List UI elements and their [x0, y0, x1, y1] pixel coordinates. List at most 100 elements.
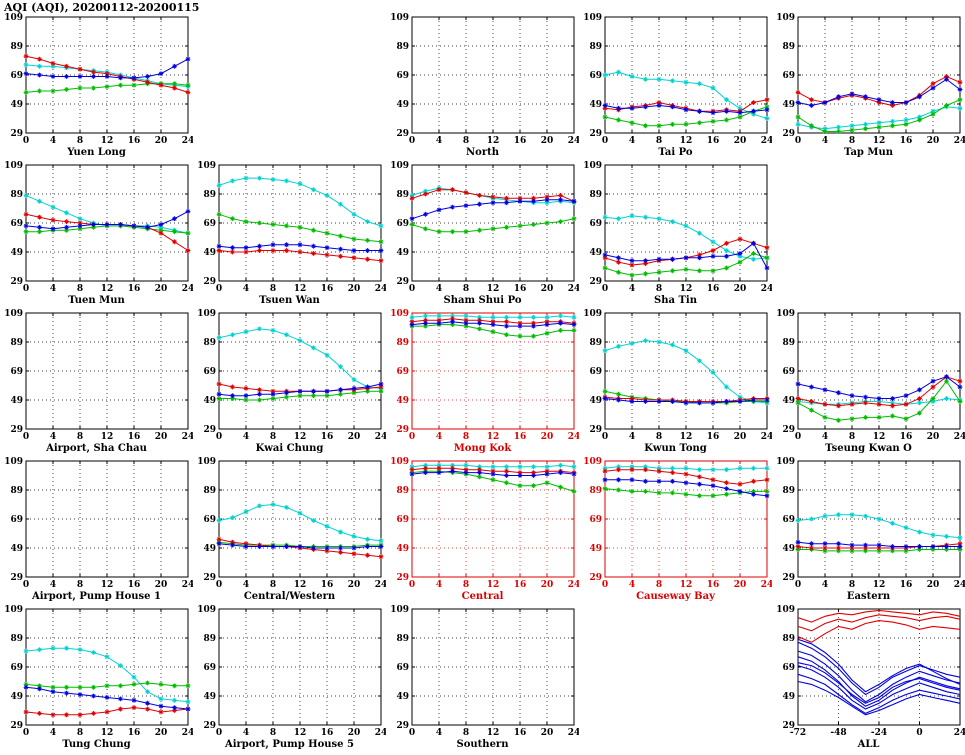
plot-title-tung-chung: Tung Chung [62, 739, 131, 750]
svg-text:16: 16 [900, 432, 913, 442]
plot-title-central-western: Central/Western [243, 591, 336, 602]
svg-text:69: 69 [396, 71, 409, 81]
svg-text:29: 29 [396, 277, 409, 287]
svg-text:24: 24 [375, 432, 386, 442]
plot-canvas-sha-tin: 0 4 8 12 16 20 24 29 49 69 89 109 [583, 161, 772, 294]
svg-text:12: 12 [873, 136, 886, 146]
svg-text:29: 29 [589, 277, 602, 287]
svg-text:49: 49 [589, 100, 602, 110]
svg-text:49: 49 [396, 100, 409, 110]
svg-text:4: 4 [436, 432, 442, 442]
svg-text:24: 24 [568, 580, 579, 590]
svg-text:89: 89 [10, 486, 23, 496]
svg-text:16: 16 [128, 432, 141, 442]
svg-text:12: 12 [101, 728, 114, 738]
page-title: AQI (AQI), 20200112-20200115 [4, 1, 200, 14]
svg-text:109: 109 [776, 13, 795, 23]
svg-text:4: 4 [822, 432, 828, 442]
svg-text:8: 8 [270, 580, 276, 590]
svg-text:49: 49 [203, 692, 216, 702]
svg-text:89: 89 [396, 634, 409, 644]
plot-title-eastern: Eastern [846, 591, 891, 602]
svg-text:16: 16 [321, 580, 334, 590]
svg-text:12: 12 [680, 580, 693, 590]
svg-text:16: 16 [707, 580, 720, 590]
svg-text:20: 20 [734, 432, 747, 442]
plot-canvas-tung-chung: 0 4 8 12 16 20 24 29 49 69 89 109 [4, 605, 193, 738]
svg-text:24: 24 [375, 284, 386, 294]
svg-text:12: 12 [294, 284, 307, 294]
svg-text:49: 49 [203, 248, 216, 258]
plot-canvas-kwun-tong: 0 4 8 12 16 20 24 29 49 69 89 109 [583, 309, 772, 442]
svg-text:49: 49 [203, 396, 216, 406]
plot-canvas-eastern: 0 4 8 12 16 20 24 29 49 69 89 109 [776, 457, 965, 590]
svg-text:24: 24 [761, 136, 772, 146]
plot-canvas-airport-pump-house-5: 0 4 8 12 16 20 24 29 49 69 89 109 [197, 605, 386, 738]
svg-text:109: 109 [4, 13, 23, 23]
subplot-mong-kok: 0 4 8 12 16 20 24 29 49 69 89 109 Mong Kok [386, 309, 579, 457]
svg-text:29: 29 [782, 425, 795, 435]
svg-text:20: 20 [734, 136, 747, 146]
plot-canvas-causeway-bay: 0 4 8 12 16 20 24 29 49 69 89 109 [583, 457, 772, 590]
svg-text:12: 12 [101, 284, 114, 294]
svg-text:24: 24 [182, 284, 193, 294]
svg-text:16: 16 [514, 728, 527, 738]
svg-text:20: 20 [927, 432, 940, 442]
svg-text:89: 89 [589, 486, 602, 496]
subplot-airport-sha-chau: 0 4 8 12 16 20 24 29 49 69 89 109 Airport, Sha Chau [0, 309, 193, 457]
svg-text:49: 49 [782, 100, 795, 110]
plot-canvas-kwai-chung: 0 4 8 12 16 20 24 29 49 69 89 109 [197, 309, 386, 442]
plot-canvas-airport-sha-chau: 0 4 8 12 16 20 24 29 49 69 89 109 [4, 309, 193, 442]
svg-text:12: 12 [294, 432, 307, 442]
svg-text:12: 12 [101, 136, 114, 146]
svg-text:16: 16 [514, 136, 527, 146]
svg-text:8: 8 [849, 136, 855, 146]
subplot-central: 0 4 8 12 16 20 24 29 49 69 89 109 Central [386, 457, 579, 605]
svg-text:109: 109 [390, 13, 409, 23]
subplot-eastern: 0 4 8 12 16 20 24 29 49 69 89 109 Eastern [772, 457, 965, 605]
svg-text:20: 20 [155, 432, 168, 442]
svg-text:29: 29 [203, 425, 216, 435]
svg-text:29: 29 [589, 573, 602, 583]
svg-text:8: 8 [463, 284, 469, 294]
subplot-north: 0 4 8 12 16 20 24 29 49 69 89 109 North [386, 13, 579, 161]
svg-text:16: 16 [514, 284, 527, 294]
svg-text:20: 20 [927, 580, 940, 590]
svg-text:16: 16 [321, 728, 334, 738]
svg-text:8: 8 [77, 136, 83, 146]
svg-text:29: 29 [10, 425, 23, 435]
svg-text:69: 69 [203, 663, 216, 673]
svg-text:69: 69 [782, 663, 795, 673]
svg-text:0: 0 [409, 136, 415, 146]
svg-text:12: 12 [680, 284, 693, 294]
svg-text:20: 20 [348, 728, 361, 738]
subplot-airport-pump-house-5: 0 4 8 12 16 20 24 29 49 69 89 109 Airport, Pump Hous… [193, 605, 386, 753]
svg-text:4: 4 [50, 728, 56, 738]
svg-text:109: 109 [583, 13, 602, 23]
svg-text:8: 8 [463, 136, 469, 146]
svg-text:89: 89 [10, 42, 23, 52]
svg-text:4: 4 [50, 136, 56, 146]
plot-canvas-tsuen-wan: 0 4 8 12 16 20 24 29 49 69 89 109 [197, 161, 386, 294]
svg-text:20: 20 [541, 580, 554, 590]
plot-canvas-airport-pump-house-1: 0 4 8 12 16 20 24 29 49 69 89 109 [4, 457, 193, 590]
svg-text:24: 24 [182, 432, 193, 442]
svg-text:12: 12 [294, 580, 307, 590]
svg-text:109: 109 [776, 309, 795, 319]
plot-canvas-north: 0 4 8 12 16 20 24 29 49 69 89 109 [390, 13, 579, 146]
svg-text:0: 0 [216, 284, 222, 294]
svg-text:0: 0 [23, 136, 29, 146]
svg-text:109: 109 [197, 605, 216, 615]
plot-canvas-tai-po: 0 4 8 12 16 20 24 29 49 69 89 109 [583, 13, 772, 146]
svg-text:20: 20 [155, 580, 168, 590]
svg-text:16: 16 [128, 136, 141, 146]
svg-text:8: 8 [77, 284, 83, 294]
svg-text:29: 29 [10, 277, 23, 287]
svg-text:24: 24 [568, 728, 579, 738]
subplot-sha-tin: 0 4 8 12 16 20 24 29 49 69 89 109 Sha Tin [579, 161, 772, 309]
svg-text:4: 4 [243, 284, 249, 294]
svg-text:12: 12 [873, 580, 886, 590]
svg-text:0: 0 [795, 136, 801, 146]
svg-text:4: 4 [50, 284, 56, 294]
plot-canvas-central: 0 4 8 12 16 20 24 29 49 69 89 109 [390, 457, 579, 590]
